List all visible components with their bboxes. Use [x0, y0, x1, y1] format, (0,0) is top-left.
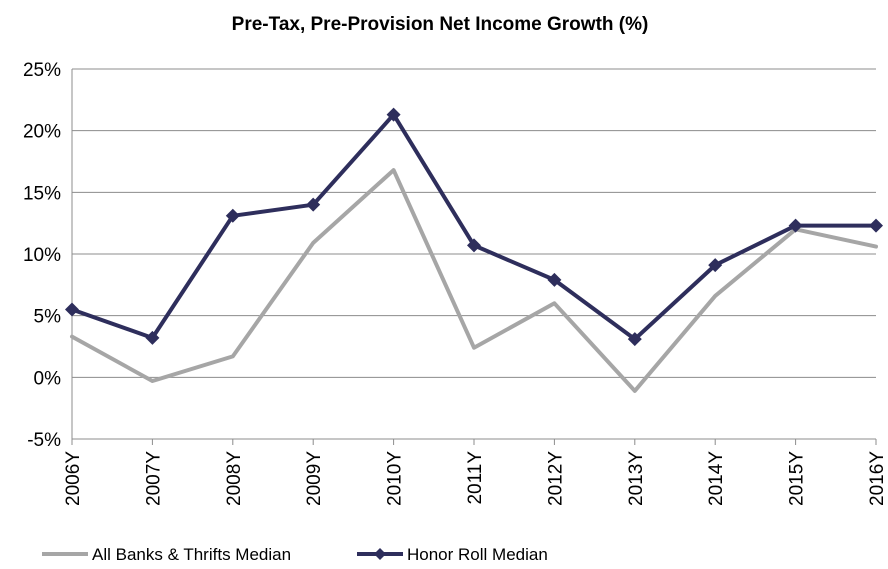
y-tick-label: 25%: [23, 60, 61, 81]
x-tick-label: 2011Y: [465, 451, 486, 505]
y-tick-label: -5%: [27, 430, 61, 451]
data-point-marker: [225, 208, 240, 223]
data-point-marker: [788, 218, 803, 233]
x-tick-label: 2013Y: [626, 451, 647, 506]
data-point-marker: [145, 330, 160, 345]
x-tick-label: 2007Y: [143, 451, 164, 506]
x-tick-label: 2010Y: [385, 451, 406, 506]
x-tick-label: 2014Y: [706, 451, 727, 506]
x-tick-label: 2008Y: [224, 451, 245, 506]
data-point-marker: [467, 238, 481, 253]
y-tick-label: 0%: [34, 368, 62, 389]
y-tick-label: 15%: [23, 183, 61, 204]
y-tick-label: 10%: [23, 245, 61, 266]
data-point-marker: [547, 272, 562, 287]
x-tick-label: 2015Y: [787, 451, 808, 506]
series-line-2: [70, 112, 878, 342]
y-tick-label: 20%: [23, 122, 61, 143]
x-tick-label: 2016Y: [867, 451, 888, 506]
y-tick-label: 5%: [34, 307, 62, 328]
data-point-marker: [306, 197, 321, 212]
x-tick-label: 2009Y: [304, 451, 325, 506]
data-point-marker: [386, 107, 401, 122]
legend-label-1: All Banks & Thrifts Median: [92, 545, 291, 564]
data-point-marker: [627, 332, 642, 347]
data-point-marker: [869, 218, 883, 233]
data-point-marker: [65, 302, 79, 317]
legend-label-2: Honor Roll Median: [407, 545, 548, 564]
series-line-1: [70, 168, 878, 393]
x-tick-label: 2006Y: [63, 451, 84, 506]
x-tick-label: 2012Y: [545, 451, 566, 506]
legend-marker: [374, 548, 386, 560]
chart-title: Pre-Tax, Pre-Provision Net Income Growth…: [232, 14, 649, 35]
data-point-marker: [708, 258, 723, 273]
